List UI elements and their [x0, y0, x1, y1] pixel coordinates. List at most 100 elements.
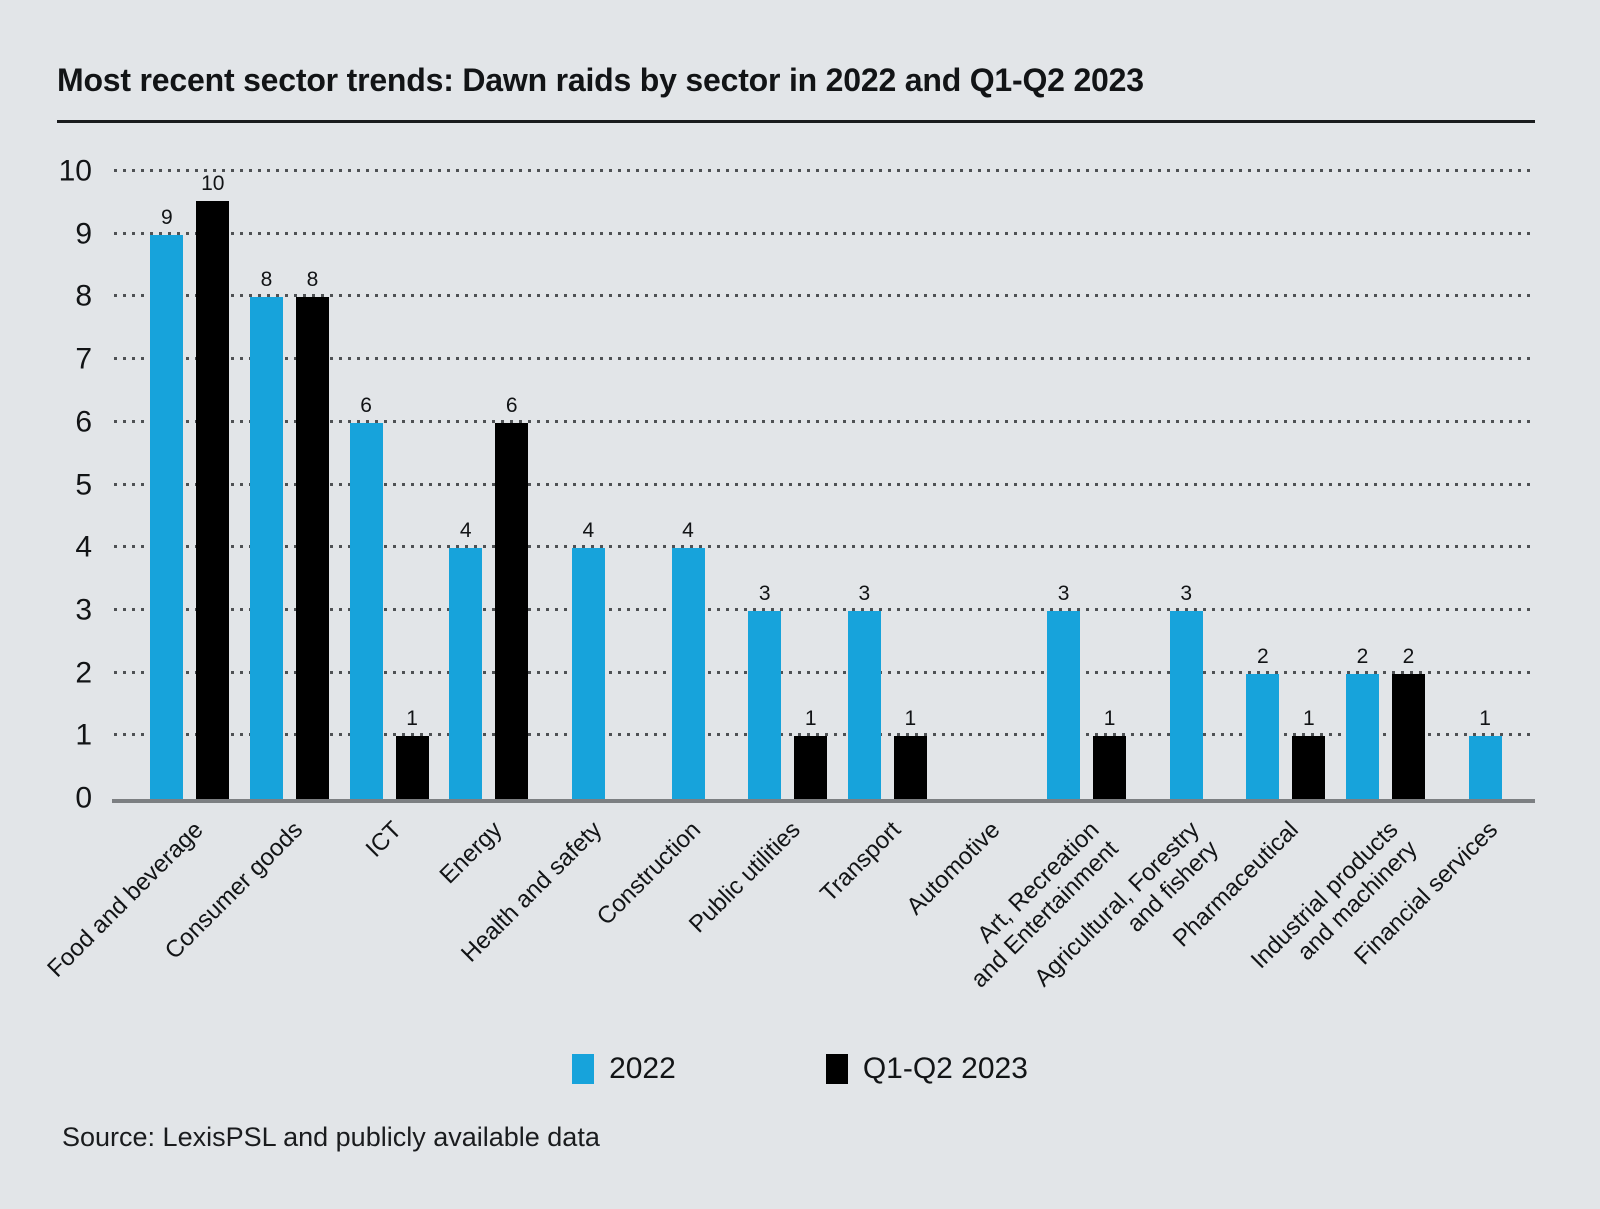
bar-value-label: 2	[1402, 644, 1415, 668]
gridline	[114, 294, 1535, 298]
bars-row: 9 10 8 8 6 1 4 6 4 4 3 1 3 1 3 1 3 2 1 2 2 1	[112, 172, 1535, 799]
bar-q1-q2-2023	[495, 422, 529, 799]
y-tick-label: 9	[75, 217, 92, 251]
bar-2022	[1468, 736, 1502, 799]
bar-col: 1	[794, 172, 828, 799]
gridline	[114, 670, 1535, 674]
category-label-energy: Energy	[434, 816, 508, 890]
bar-col: 4	[449, 172, 483, 799]
title-rule	[57, 120, 1535, 123]
bar-2022	[449, 548, 483, 799]
y-axis: 0 1 2 3 4 5 6 7 8 9 10	[0, 154, 92, 814]
category-group-agricultural-forestry: 3	[1136, 172, 1236, 799]
bar-value-label: 1	[1479, 707, 1491, 731]
bar-col: 10	[196, 172, 230, 799]
bar-value-label: 3	[1057, 581, 1070, 605]
bar-2022	[1246, 673, 1280, 799]
x-slot: Public utilities	[684, 803, 838, 1033]
category-group-health-and-safety: 4	[539, 172, 639, 799]
bar-value-label: 3	[758, 581, 771, 605]
category-group-financial-services: 1	[1435, 172, 1535, 799]
bar-col: 3	[748, 172, 782, 799]
bar-value-label: 10	[201, 172, 225, 195]
bar-value-label: 1	[406, 707, 418, 731]
bar-value-label: 6	[505, 393, 518, 417]
bar-value-label: 2	[1356, 644, 1369, 668]
bar-value-label: 4	[682, 519, 694, 543]
bar-value-label: 1	[1303, 707, 1315, 731]
y-tick-label: 1	[75, 718, 92, 752]
bar-2022	[671, 548, 705, 799]
bar-col: 9	[150, 172, 184, 799]
bar-value-label: 9	[160, 205, 173, 229]
bar-q1-q2-2023	[295, 297, 329, 799]
bar-col: 8	[249, 172, 283, 799]
bar-value-label: 8	[306, 268, 319, 292]
x-axis-labels: Food and beverage Consumer goods ICT Energy…	[42, 803, 1535, 1033]
bar-value-label: 3	[858, 581, 871, 605]
bar-value-label: 4	[459, 519, 472, 543]
bar-col: 2	[1346, 172, 1379, 799]
gridline	[114, 231, 1535, 235]
plot-area: 9 10 8 8 6 1 4 6 4 4 3 1 3 1 3 1 3 2 1 2 2 1	[112, 169, 1535, 803]
bar-q1-q2-2023	[893, 736, 927, 799]
bar-col: 1	[1093, 172, 1127, 799]
y-tick-label: 2	[75, 655, 92, 689]
bar-2022	[1346, 673, 1379, 799]
bar-2022	[571, 548, 605, 799]
legend-item-q1-q2-2023: Q1-Q2 2023	[825, 1052, 1028, 1086]
gridline	[114, 169, 1535, 172]
bar-col: 1	[1292, 172, 1326, 799]
bar-col: 3	[1047, 172, 1081, 799]
legend: 2022 Q1-Q2 2023	[0, 1052, 1600, 1086]
bar-value-label: 1	[804, 707, 817, 731]
gridline	[114, 545, 1535, 549]
legend-label: 2022	[609, 1052, 676, 1085]
bar-col: 2	[1246, 172, 1280, 799]
y-tick-label: 3	[75, 593, 92, 627]
bar-2022	[249, 297, 283, 799]
category-group-construction: 4	[638, 172, 738, 799]
gridline	[114, 357, 1535, 361]
bar-2022	[150, 234, 184, 799]
gridline	[114, 419, 1535, 423]
source-note: Source: LexisPSL and publicly available …	[62, 1122, 600, 1152]
bar-col: 4	[671, 172, 705, 799]
y-tick-label: 6	[75, 405, 92, 439]
bar-col: 6	[349, 172, 383, 799]
bar-2022	[349, 422, 383, 799]
y-tick-label: 7	[75, 342, 92, 376]
category-group-automotive	[937, 172, 1037, 799]
gridline	[114, 482, 1535, 486]
gridline	[114, 733, 1535, 737]
bar-q1-q2-2023	[794, 736, 828, 799]
bar-q1-q2-2023	[395, 736, 429, 799]
chart-title: Most recent sector trends: Dawn raids by…	[57, 62, 1144, 98]
bar-2022	[1169, 610, 1203, 799]
bar-value-label: 4	[582, 519, 595, 543]
bar-col: 8	[295, 172, 329, 799]
bar-col: 1	[395, 172, 429, 799]
x-slot: Financial services	[1350, 803, 1535, 1033]
legend-label: Q1-Q2 2023	[862, 1052, 1028, 1085]
y-tick-label: 4	[75, 530, 92, 564]
bar-value-label: 8	[260, 268, 273, 292]
bar-2022	[847, 610, 881, 799]
category-group-food-and-beverage: 9 10	[140, 172, 240, 799]
x-slot: ICT	[339, 803, 439, 1033]
bar-q1-q2-2023	[1292, 736, 1326, 799]
bar-q1-q2-2023	[196, 201, 230, 799]
x-slot: Consumer goods	[160, 803, 340, 1033]
category-label-ict: ICT	[361, 816, 408, 863]
bar-q1-q2-2023	[1392, 673, 1425, 799]
bar-value-label: 3	[1180, 581, 1193, 605]
bar-value-label: 2	[1257, 644, 1269, 668]
